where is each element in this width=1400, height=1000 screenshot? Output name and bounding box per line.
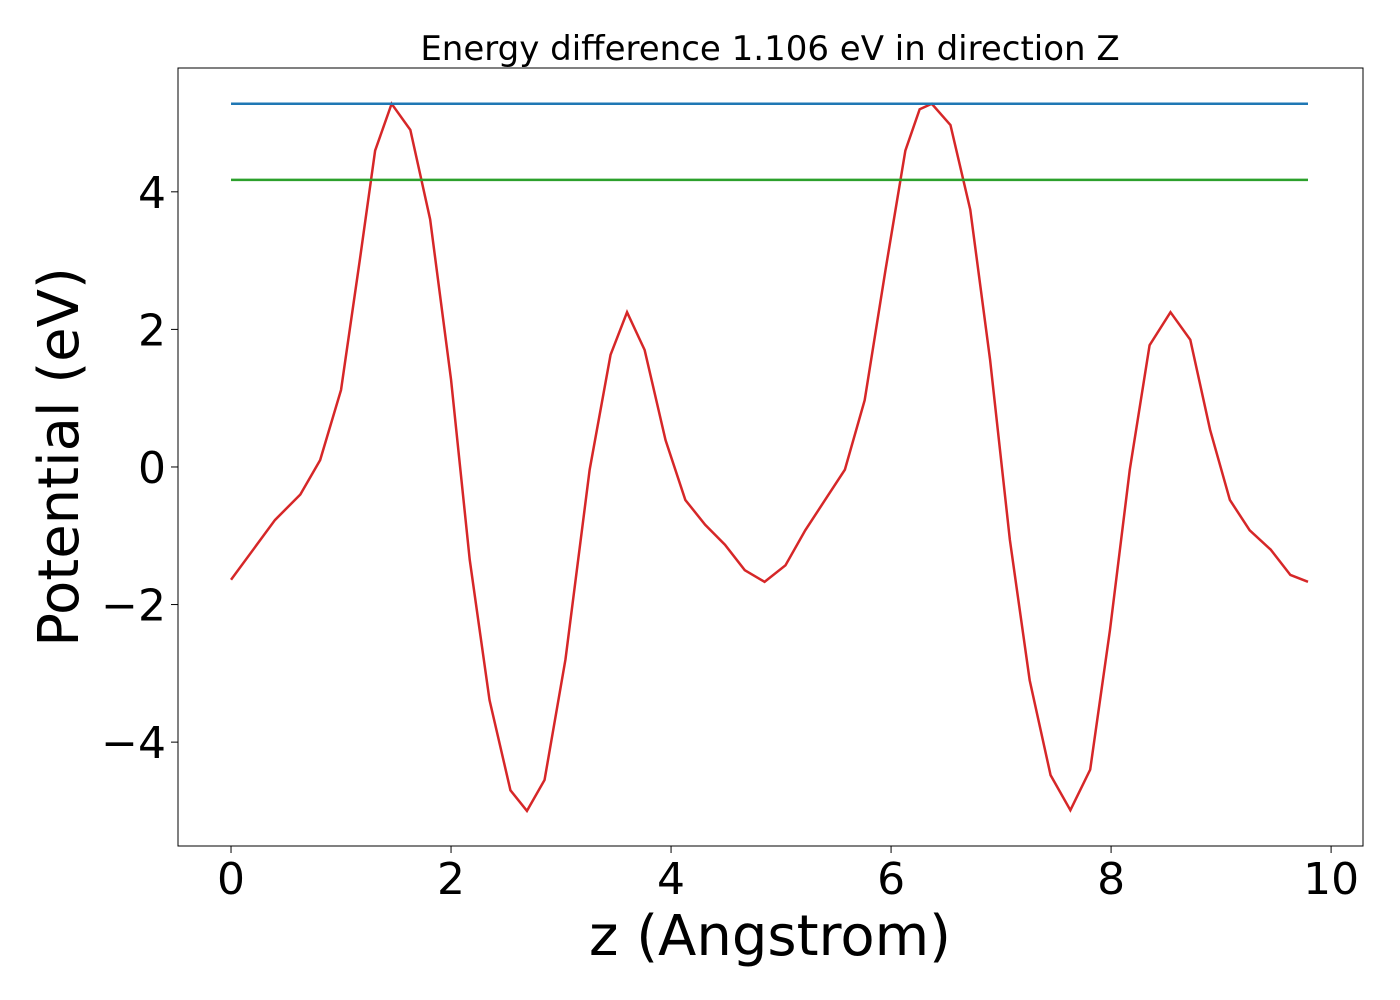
- plot-frame: [177, 67, 1364, 847]
- x-tick-label: 8: [1097, 854, 1125, 905]
- chart-title: Energy difference 1.106 eV in direction …: [420, 29, 1119, 69]
- y-tick-label: 4: [138, 168, 166, 219]
- y-tick-label: 2: [138, 305, 166, 356]
- y-tick-label: 0: [138, 443, 166, 494]
- line-series: [230, 101, 1309, 814]
- y-axis-label: Potential (eV): [27, 267, 92, 647]
- y-tick-label: −4: [101, 718, 166, 769]
- x-tick-label: 6: [877, 854, 905, 905]
- x-tick-label: 10: [1303, 854, 1359, 905]
- x-axis-label: z (Angstrom): [589, 904, 951, 969]
- x-tick-label: 2: [437, 854, 465, 905]
- x-tick-label: 0: [217, 854, 245, 905]
- y-tick-label: −2: [101, 581, 166, 632]
- x-tick-label: 4: [657, 854, 685, 905]
